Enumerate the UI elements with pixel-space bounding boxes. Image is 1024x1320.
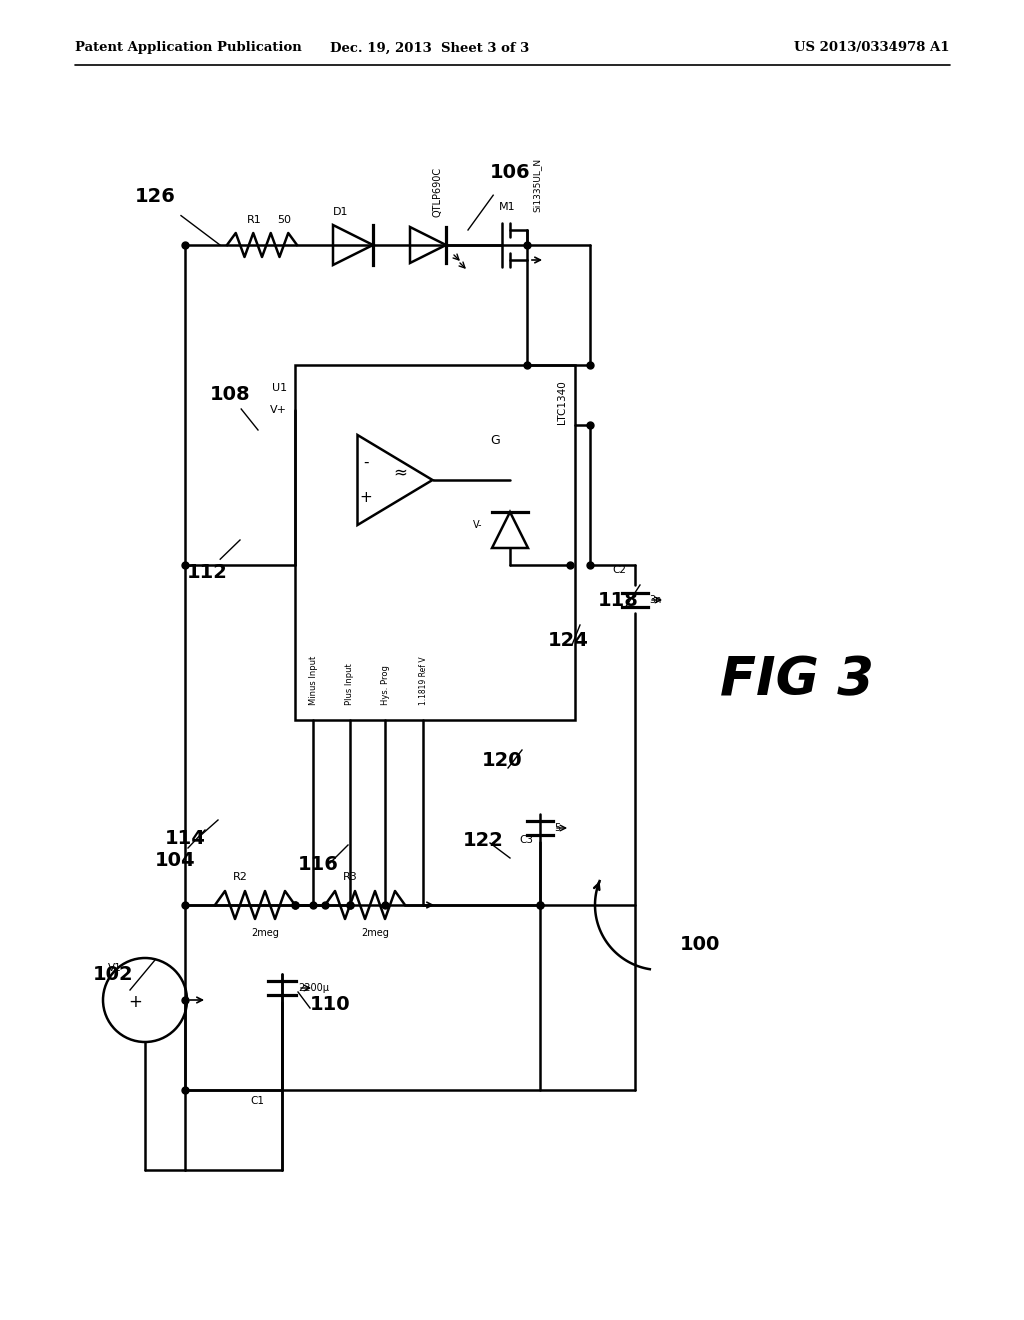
Text: 114: 114: [165, 829, 206, 847]
Text: Si1335UL_N: Si1335UL_N: [532, 158, 541, 213]
Text: V+: V+: [270, 405, 287, 414]
Text: 2200µ: 2200µ: [298, 983, 329, 993]
Text: U1: U1: [272, 383, 287, 393]
Text: C1: C1: [250, 1096, 264, 1106]
Text: 124: 124: [548, 631, 589, 649]
Text: +: +: [128, 993, 142, 1011]
Text: G: G: [490, 433, 500, 446]
Text: V1: V1: [108, 964, 122, 973]
Text: 1.1819 Ref V: 1.1819 Ref V: [419, 656, 427, 705]
Text: 120: 120: [481, 751, 522, 770]
Text: Plus Input: Plus Input: [345, 663, 354, 705]
Text: 3n: 3n: [649, 595, 662, 605]
Text: 126: 126: [134, 186, 175, 206]
Text: 2meg: 2meg: [251, 928, 279, 939]
Text: Hys. Prog: Hys. Prog: [381, 665, 389, 705]
Text: 122: 122: [463, 830, 504, 850]
Text: Dec. 19, 2013  Sheet 3 of 3: Dec. 19, 2013 Sheet 3 of 3: [331, 41, 529, 54]
Text: 108: 108: [210, 385, 250, 404]
Bar: [295, 366, 575, 719]
Text: R2: R2: [232, 873, 248, 882]
Text: C3: C3: [519, 836, 534, 845]
Text: 118: 118: [598, 590, 638, 610]
Text: R3: R3: [343, 873, 357, 882]
Text: Patent Application Publication: Patent Application Publication: [75, 41, 302, 54]
Text: 112: 112: [186, 562, 227, 582]
Text: V-: V-: [472, 520, 482, 531]
Text: 50: 50: [278, 215, 291, 224]
Text: 2meg: 2meg: [361, 928, 389, 939]
Text: Minus Input: Minus Input: [308, 656, 317, 705]
Text: 102: 102: [93, 965, 133, 985]
Text: FIG 3: FIG 3: [720, 653, 874, 706]
Text: M1: M1: [499, 202, 515, 213]
Text: 5: 5: [554, 822, 560, 833]
Text: D1: D1: [333, 207, 349, 216]
Text: 116: 116: [298, 855, 339, 874]
Text: R1: R1: [247, 215, 261, 224]
Text: -: -: [362, 454, 369, 470]
Text: QTLP690C: QTLP690C: [433, 166, 443, 216]
Text: LTC1340: LTC1340: [557, 380, 567, 424]
Text: 110: 110: [309, 995, 350, 1015]
Text: 106: 106: [489, 162, 530, 181]
Text: +: +: [359, 491, 372, 506]
Text: ≈: ≈: [393, 463, 407, 480]
Text: US 2013/0334978 A1: US 2013/0334978 A1: [795, 41, 950, 54]
Text: 100: 100: [680, 936, 720, 954]
Text: C2: C2: [612, 565, 626, 576]
Text: 104: 104: [155, 850, 196, 870]
